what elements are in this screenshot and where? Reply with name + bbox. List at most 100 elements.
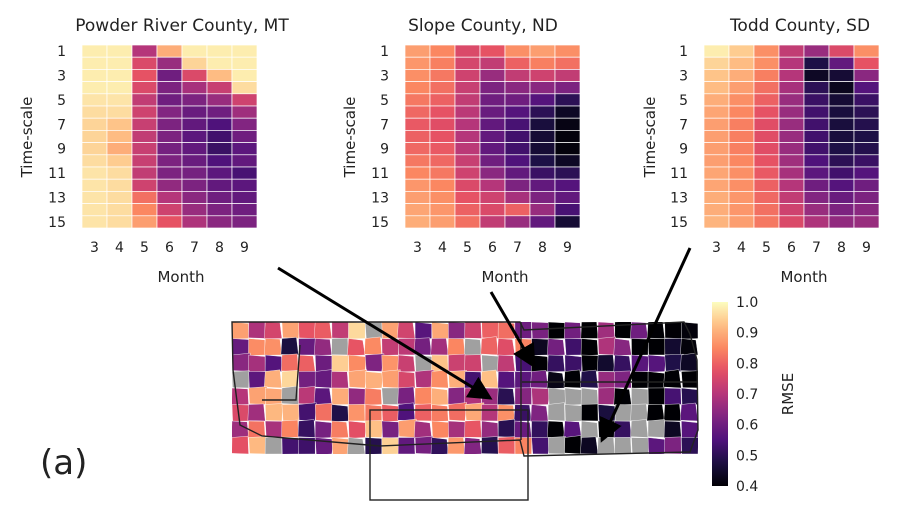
heatmap-cell (429, 56, 456, 70)
heatmap-cell (181, 69, 208, 82)
heatmap-cell (131, 191, 158, 204)
heatmap-cell (853, 44, 880, 58)
x-tick-label: 9 (862, 240, 871, 256)
county-polygon (431, 420, 451, 439)
heatmap-cell (554, 130, 581, 143)
heatmap-cell (554, 191, 581, 204)
heatmap-cell (156, 215, 183, 229)
heatmap-cell (429, 69, 456, 82)
heatmap-cell (156, 69, 183, 82)
x-tick-label: 5 (463, 240, 472, 256)
colorbar: 1.0 0.9 0.8 0.7 0.6 0.5 0.4 RMSE (712, 295, 797, 495)
county-polygon (613, 338, 632, 357)
colorbar-label: RMSE (779, 373, 797, 415)
heatmap-cell (803, 117, 830, 131)
county-polygon (448, 322, 466, 340)
county-polygon (531, 338, 549, 356)
county-polygon (265, 420, 285, 438)
heatmap-cell (479, 154, 506, 168)
x-tick-label: 4 (438, 240, 447, 256)
heatmap-cell (828, 142, 855, 156)
heatmap-cell (206, 117, 233, 131)
heatmap-cell (429, 81, 456, 95)
heatmap-cell (479, 44, 506, 58)
heatmap-cell (106, 130, 133, 143)
heatmap-cell (231, 117, 258, 131)
y-axis-label: Time-scale (18, 97, 36, 179)
county-polygon (248, 322, 266, 339)
county-polygon (580, 387, 599, 406)
heatmap-cell (504, 69, 531, 82)
heatmap-cell (479, 117, 506, 131)
heatmap-cell (454, 154, 481, 168)
county-polygon (481, 354, 501, 373)
county-polygon (297, 419, 316, 438)
heatmap-cell (803, 56, 830, 70)
county-polygon (464, 322, 482, 339)
heatmap-cell (803, 191, 830, 204)
county-polygon (664, 322, 683, 339)
county-polygon (264, 437, 283, 454)
county-polygon (597, 387, 616, 405)
heatmap-cell (454, 56, 481, 70)
county-polygon (414, 386, 432, 405)
heatmap-cell (404, 105, 431, 119)
heatmap-cell (206, 191, 233, 204)
state-outline (231, 321, 699, 457)
heatmap-cell (753, 142, 780, 156)
county-polygon (531, 387, 551, 406)
heatmap-cell (529, 69, 556, 82)
heatmap-cell (106, 166, 133, 180)
heatmap-cell (803, 203, 830, 217)
heatmap-cell (404, 81, 431, 95)
heatmap-cell (753, 215, 780, 229)
heatmap-cell (181, 93, 208, 107)
heatmap-cell (454, 203, 481, 217)
county-polygon (348, 420, 367, 439)
heatmap-cell (803, 154, 830, 168)
heatmap-cell (703, 203, 730, 217)
x-tick-label: 6 (488, 240, 497, 256)
heatmap-cell (479, 105, 506, 119)
county-polygon (247, 420, 266, 438)
heatmap-cell (181, 142, 208, 156)
heatmap-cell (703, 215, 730, 229)
county-polygon (613, 354, 632, 373)
county-polygon (497, 387, 516, 406)
heatmap-cell (554, 81, 581, 95)
y-axis-label: Time-scale (641, 97, 659, 179)
heatmap-cell (429, 178, 456, 192)
y-tick-label: 1 (679, 44, 688, 60)
heatmap-cell (853, 130, 880, 143)
county-polygon (514, 371, 532, 389)
heatmap-cell (853, 203, 880, 217)
county-polygon (564, 404, 583, 422)
heatmap-cell (479, 142, 506, 156)
inset-frame (369, 409, 529, 501)
county-polygon (298, 402, 317, 422)
county-polygon (530, 370, 549, 389)
y-tick-label: 13 (670, 191, 688, 207)
heatmap-cell (554, 215, 581, 229)
heatmap-cell (454, 105, 481, 119)
heatmap-cell (803, 178, 830, 192)
heatmap-cell (529, 105, 556, 119)
heatmap-cell (404, 56, 431, 70)
heatmap-cell (181, 117, 208, 131)
county-polygon (564, 435, 582, 454)
heatmap-cell (429, 105, 456, 119)
heatmap-cell (803, 215, 830, 229)
heatmap-cells (703, 44, 880, 229)
county-polygon (280, 337, 299, 356)
county-polygon (563, 369, 582, 389)
heatmap-cell (106, 178, 133, 192)
county-polygon (364, 387, 382, 406)
heatmap-cell (479, 56, 506, 70)
county-polygon (563, 322, 582, 340)
county-polygon (331, 387, 349, 405)
y-tick-label: 13 (48, 191, 66, 207)
county-polygon (647, 371, 665, 390)
county-polygon (514, 387, 532, 405)
